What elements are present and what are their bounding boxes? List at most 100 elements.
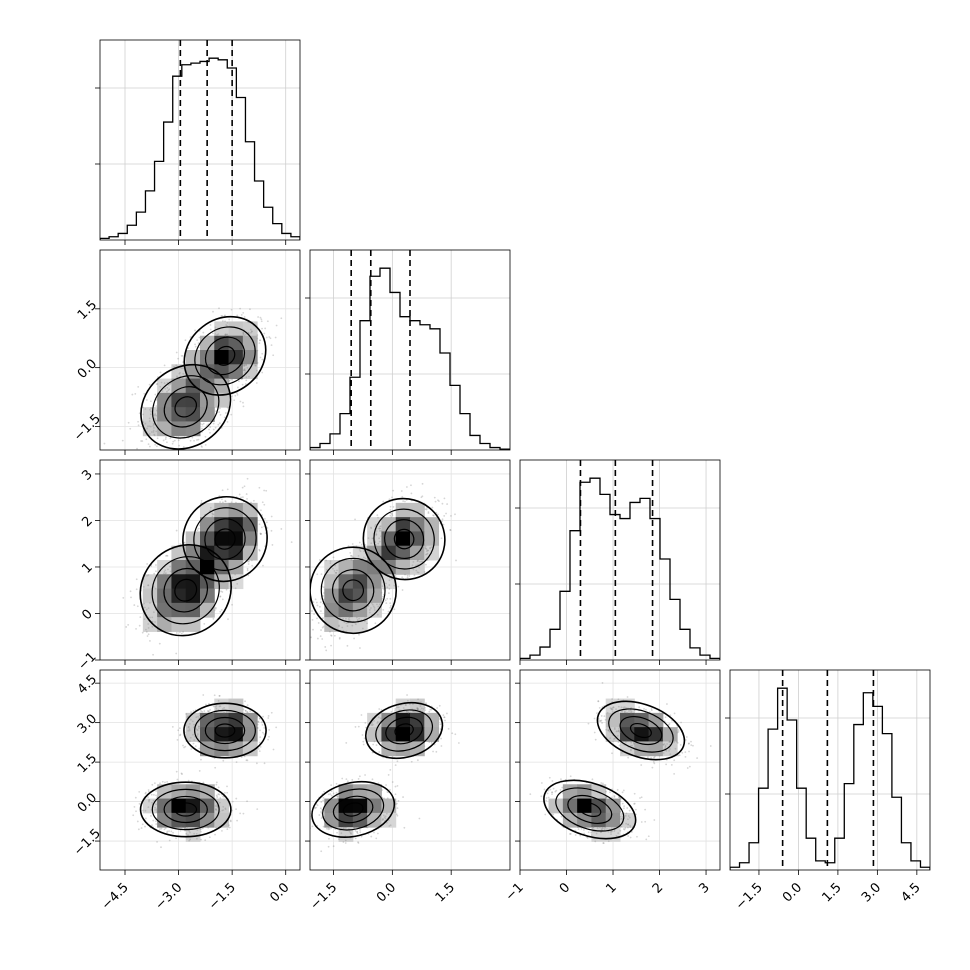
scatter-point <box>364 617 366 620</box>
scatter-point <box>374 622 377 625</box>
scatter-point <box>155 794 157 797</box>
scatter-point <box>263 503 266 506</box>
scatter-point <box>217 699 220 702</box>
scatter-point <box>349 552 352 554</box>
density-cell <box>185 392 201 408</box>
scatter-point <box>318 559 321 561</box>
scatter-point <box>592 830 594 833</box>
scatter-point <box>619 731 621 734</box>
scatter-point <box>676 741 679 744</box>
scatter-point <box>175 364 178 367</box>
scatter-point <box>675 740 678 743</box>
scatter-point <box>342 629 345 632</box>
scatter-point <box>595 832 598 835</box>
scatter-point <box>345 742 348 744</box>
scatter-point <box>247 574 250 577</box>
scatter-point <box>669 748 671 750</box>
scatter-point <box>378 529 381 532</box>
scatter-point <box>154 417 156 420</box>
scatter-point <box>255 382 258 384</box>
scatter-point <box>431 506 434 509</box>
scatter-point <box>314 807 316 810</box>
scatter-point <box>615 730 618 733</box>
scatter-point <box>389 505 392 508</box>
scatter-point <box>136 605 139 608</box>
x-tick-label: 4.5 <box>898 880 923 905</box>
scatter-point <box>212 705 215 708</box>
scatter-point <box>394 803 397 806</box>
scatter-point <box>551 793 553 795</box>
scatter-point <box>319 610 322 613</box>
scatter-point <box>261 327 263 330</box>
scatter-point <box>552 787 555 790</box>
scatter-point <box>144 809 147 812</box>
scatter-point <box>407 711 410 714</box>
scatter-point <box>351 558 353 561</box>
scatter-point <box>376 613 379 616</box>
scatter-point <box>378 540 381 543</box>
scatter-point <box>359 831 362 834</box>
density-cell <box>214 364 230 380</box>
panel-frame <box>99 39 301 241</box>
scatter-point <box>599 720 601 722</box>
panel-frame <box>519 459 721 661</box>
scatter-point <box>197 725 200 728</box>
scatter-point <box>215 826 217 829</box>
density-cell <box>200 727 215 742</box>
density-cell <box>157 602 172 618</box>
scatter-point <box>246 569 249 572</box>
scatter-point <box>355 616 358 619</box>
scatter-point <box>144 825 146 828</box>
scatter-point <box>196 837 198 840</box>
scatter-point <box>259 736 262 738</box>
scatter-point <box>256 715 259 718</box>
scatter-point <box>147 584 150 587</box>
scatter-point <box>245 493 248 495</box>
scatter-point <box>379 725 382 728</box>
scatter-point <box>606 711 609 714</box>
scatter-point <box>155 570 157 573</box>
scatter-point <box>668 740 671 743</box>
scatter-point <box>645 708 647 711</box>
scatter-point <box>375 744 378 746</box>
scatter-point <box>224 333 227 336</box>
scatter-point <box>626 818 629 821</box>
scatter-point <box>425 553 427 556</box>
scatter-point <box>189 439 192 442</box>
scatter-point <box>318 605 321 608</box>
scatter-point <box>359 550 362 553</box>
scatter-point <box>364 774 366 776</box>
scatter-point <box>238 380 240 383</box>
scatter-point <box>684 738 687 741</box>
scatter-point <box>674 747 677 750</box>
scatter-point <box>230 395 233 398</box>
scatter-point <box>410 484 412 487</box>
scatter-point <box>417 708 419 710</box>
density-cell <box>171 602 187 618</box>
scatter-point <box>545 799 548 802</box>
scatter-point <box>215 783 218 786</box>
scatter-point <box>165 554 167 557</box>
density-cell <box>200 602 215 618</box>
scatter-point <box>608 730 611 733</box>
scatter-point <box>413 574 416 577</box>
scatter-point <box>171 442 174 445</box>
scatter-point <box>376 722 379 724</box>
scatter-point <box>129 590 132 593</box>
scatter-point <box>357 778 360 780</box>
scatter-point <box>269 337 272 340</box>
density-cell <box>214 698 230 714</box>
scatter-point <box>327 827 330 830</box>
scatter-point <box>632 742 635 745</box>
scatter-point <box>388 584 391 586</box>
scatter-point <box>243 316 246 318</box>
scatter-point <box>242 333 245 335</box>
scatter-point <box>389 605 392 607</box>
density-cell <box>338 574 354 590</box>
scatter-point <box>184 745 187 748</box>
scatter-point <box>429 547 431 550</box>
density-cell <box>634 741 650 757</box>
scatter-point <box>231 378 233 381</box>
scatter-point <box>323 592 325 594</box>
contour-level-3 <box>596 700 686 761</box>
